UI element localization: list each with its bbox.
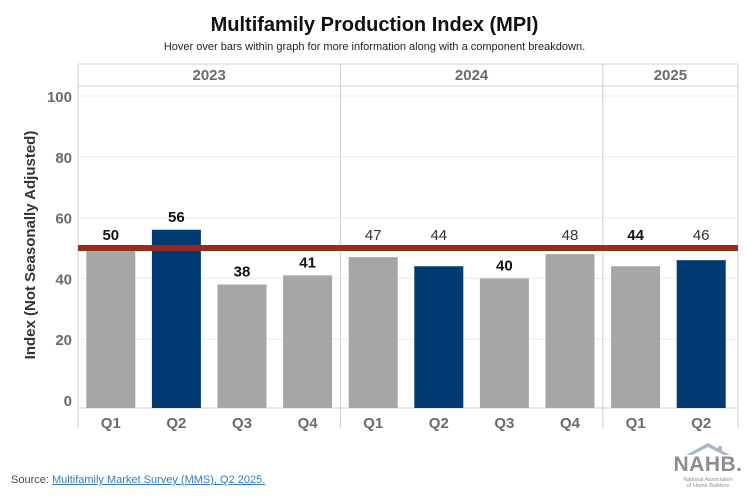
y-tick-label: 0 xyxy=(64,393,72,410)
data-label: 50 xyxy=(102,227,119,244)
bar xyxy=(414,266,464,408)
x-tick-label: Q3 xyxy=(494,415,514,432)
data-label: 40 xyxy=(496,257,513,274)
x-tick-label: Q2 xyxy=(166,415,186,432)
x-tick-label: Q2 xyxy=(429,415,449,432)
bar xyxy=(283,275,333,408)
y-tick-label: 80 xyxy=(55,150,72,167)
bar xyxy=(611,266,661,408)
data-label: 46 xyxy=(693,227,710,244)
source-note: Source: Multifamily Market Survey (MMS),… xyxy=(11,474,265,486)
data-label: 47 xyxy=(365,227,382,244)
bar xyxy=(151,229,201,408)
house-roof-icon xyxy=(686,443,730,455)
nahb-logo: NAHB. National Association of Home Build… xyxy=(672,441,744,493)
bar xyxy=(479,278,529,408)
data-label: 44 xyxy=(627,227,644,244)
logo-text: NAHB. xyxy=(673,453,743,476)
y-tick-label: 60 xyxy=(55,211,72,228)
logo-subtext-line2: of Home Builders xyxy=(686,483,730,489)
data-label: 56 xyxy=(168,209,185,226)
reference-line xyxy=(78,245,738,251)
x-tick-label: Q1 xyxy=(363,415,383,432)
bar xyxy=(348,257,398,408)
y-axis-title: Index (Not Seasonally Adjusted) xyxy=(22,131,39,360)
source-prefix: Source: xyxy=(11,474,52,486)
group-label: 2025 xyxy=(654,67,687,84)
data-label: 38 xyxy=(234,263,251,280)
x-tick-label: Q1 xyxy=(626,415,646,432)
data-label: 48 xyxy=(562,227,579,244)
x-tick-label: Q3 xyxy=(232,415,252,432)
logo-subtext-line1: National Association xyxy=(683,477,733,483)
chart-subtitle: Hover over bars within graph for more in… xyxy=(163,41,586,53)
x-tick-label: Q2 xyxy=(691,415,711,432)
y-tick-label: 100 xyxy=(47,89,72,106)
x-tick-label: Q1 xyxy=(101,415,121,432)
y-tick-label: 20 xyxy=(55,332,72,349)
x-tick-label: Q4 xyxy=(560,415,581,432)
source-link[interactable]: Multifamily Market Survey (MMS), Q2 2025… xyxy=(51,474,266,486)
x-tick-label: Q4 xyxy=(298,415,319,432)
bar xyxy=(86,248,136,408)
bar xyxy=(217,284,267,408)
group-label: 2023 xyxy=(193,67,226,84)
group-label: 2024 xyxy=(455,67,489,84)
logo-subtext: National Association of Home Builders xyxy=(672,477,744,489)
data-label: 41 xyxy=(299,254,316,271)
chart-title: Multifamily Production Index (MPI) xyxy=(210,14,539,36)
bar xyxy=(545,254,595,408)
bar xyxy=(676,260,726,408)
y-tick-label: 40 xyxy=(55,271,72,288)
data-label: 44 xyxy=(430,227,447,244)
